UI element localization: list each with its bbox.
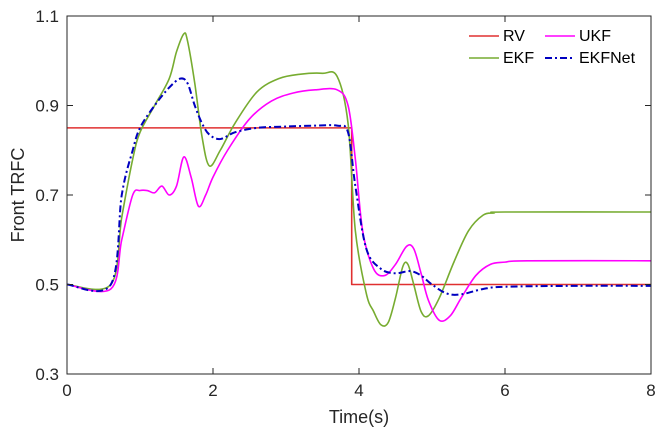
y-tick-label: 0.9 xyxy=(35,97,59,116)
legend-box xyxy=(463,24,645,70)
legend-label-ekf: EKF xyxy=(503,50,534,67)
y-tick-label: 0.3 xyxy=(35,365,59,384)
y-tick-label: 1.1 xyxy=(35,7,59,26)
y-tick-label: 0.5 xyxy=(35,276,59,295)
series-line-ekf xyxy=(66,32,652,327)
y-axis-label: Front TRFC xyxy=(8,148,28,243)
y-tick-label: 0.7 xyxy=(35,186,59,205)
x-tick-label: 0 xyxy=(62,381,71,400)
x-tick-label: 4 xyxy=(354,381,363,400)
x-axis-label: Time(s) xyxy=(329,407,389,427)
series-line-ukf xyxy=(66,87,652,323)
legend-label-ekfnet: EKFNet xyxy=(579,50,636,67)
x-tick-label: 8 xyxy=(646,381,655,400)
legend: RV UKF EKF EKFNet xyxy=(463,24,645,70)
x-tick-label: 2 xyxy=(208,381,217,400)
tick-layer: 0 2 4 6 8 0.3 0.5 0.7 0.9 1.1 xyxy=(35,7,655,400)
legend-label-ukf: UKF xyxy=(579,28,611,45)
series-line-ekfnet xyxy=(66,77,652,296)
series-layer xyxy=(66,32,652,327)
series-line-rv xyxy=(67,127,651,286)
x-tick-label: 6 xyxy=(500,381,509,400)
legend-label-rv: RV xyxy=(503,28,525,45)
